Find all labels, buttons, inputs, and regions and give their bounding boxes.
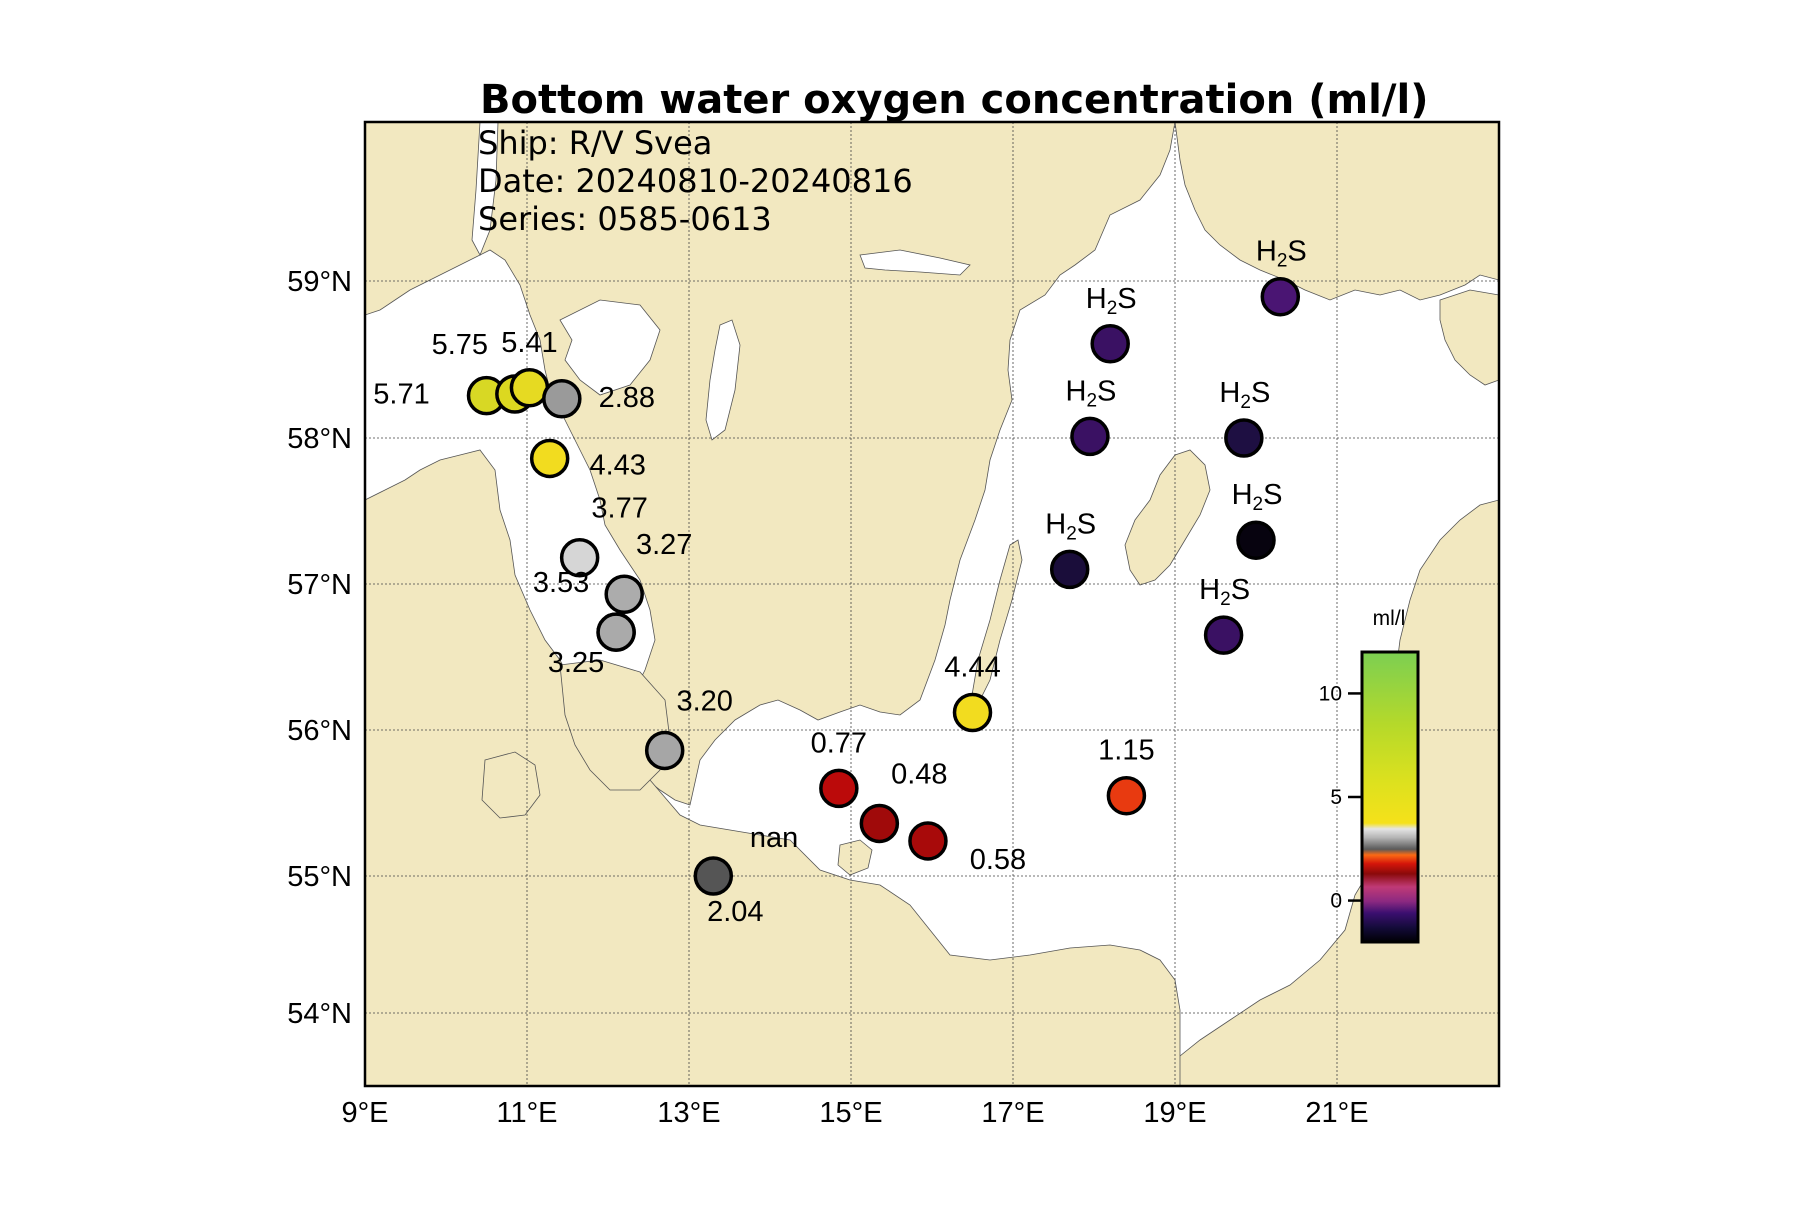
station-marker	[952, 692, 993, 733]
station-label: 4.44	[944, 651, 1000, 683]
y-tick-label: 55°N	[287, 861, 352, 893]
oslofjord	[471, 122, 499, 256]
station-label-h2s: H2S	[1199, 574, 1250, 610]
lake-vattern	[705, 319, 741, 441]
y-tick-label: 54°N	[287, 998, 352, 1030]
station-label: 0.58	[970, 844, 1026, 876]
lake-malaren	[859, 249, 971, 276]
station-label-h2s: H2S	[1232, 479, 1283, 515]
station-marker	[1070, 416, 1110, 457]
colorbar-tick-label: 0	[1330, 890, 1342, 913]
station-marker	[1090, 324, 1130, 364]
station-label: 3.53	[533, 567, 589, 599]
lake-vanern	[559, 299, 661, 396]
station-label-h2s: H2S	[1256, 236, 1307, 272]
station-label: 3.20	[676, 685, 732, 717]
station-marker	[604, 574, 644, 614]
station-label: 3.77	[591, 493, 647, 525]
station-label-h2s: H2S	[1066, 375, 1117, 411]
station-marker	[596, 612, 636, 652]
map-area	[363, 120, 1501, 1088]
station-marker	[644, 730, 685, 771]
station-marker	[908, 821, 948, 861]
land-bornholm	[837, 839, 873, 876]
station-marker	[819, 768, 859, 809]
land-oland	[971, 539, 1023, 701]
x-tick-label: 9°E	[341, 1097, 388, 1129]
station-marker	[1224, 418, 1264, 458]
colorbar-gradient	[1360, 650, 1420, 944]
chart-title: Bottom water oxygen concentration (ml/l)	[480, 77, 1428, 123]
station-label: 5.71	[373, 379, 429, 411]
station-marker	[1236, 520, 1276, 560]
info-date: Date: 20240810-20240816	[478, 162, 913, 200]
land-scandinavia	[365, 122, 1176, 806]
station-label-h2s: H2S	[1086, 283, 1137, 319]
land-funen	[481, 751, 541, 819]
station-label: 3.27	[636, 529, 692, 561]
station-label: 3.25	[548, 647, 604, 679]
x-tick-label: 11°E	[496, 1097, 557, 1129]
y-tick-labels: 54°N 55°N 56°N 57°N 58°N 59°N	[287, 266, 352, 1030]
station-marker	[1203, 615, 1244, 655]
x-tick-label: 17°E	[981, 1097, 1044, 1129]
colorbar-label: ml/l	[1373, 607, 1406, 630]
station-label-h2s: H2S	[1219, 377, 1270, 413]
station-marker	[542, 379, 582, 419]
land-gotland	[1124, 449, 1211, 586]
station-label: 0.77	[811, 727, 867, 759]
station-label: 1.15	[1098, 735, 1154, 767]
colorbar-tick-label: 5	[1330, 786, 1342, 809]
station-label: 2.04	[707, 896, 763, 928]
station-label: 5.75	[432, 329, 488, 361]
x-tick-label: 21°E	[1305, 1097, 1368, 1129]
y-tick-label: 56°N	[287, 715, 352, 747]
info-series: Series: 0585-0613	[478, 200, 772, 238]
y-tick-label: 58°N	[287, 423, 352, 455]
x-tick-labels: 9°E 11°E 13°E 15°E 17°E 19°E 21°E	[341, 1097, 1368, 1129]
station-label: 2.88	[599, 382, 655, 414]
land-south-coast	[365, 449, 1181, 1086]
station-marker	[529, 438, 570, 479]
y-tick-label: 57°N	[287, 569, 352, 601]
y-tick-label: 59°N	[287, 266, 352, 298]
land-zealand	[559, 659, 671, 791]
x-tick-label: 13°E	[657, 1097, 720, 1129]
info-ship: Ship: R/V Svea	[478, 124, 712, 162]
colorbar: ml/l 10 5 0	[1319, 607, 1420, 944]
graticule	[365, 122, 1499, 1086]
station-marker	[509, 368, 550, 408]
map-frame	[363, 120, 1501, 1088]
station-label: nan	[750, 822, 798, 854]
station-marker	[1049, 549, 1090, 590]
colorbar-ticks: 10 5 0	[1319, 682, 1362, 913]
x-tick-label: 15°E	[819, 1097, 882, 1129]
station-marker	[693, 856, 734, 896]
station-marker	[1260, 276, 1301, 317]
station-label: 4.43	[589, 449, 645, 481]
colorbar-tick-label: 10	[1319, 682, 1342, 705]
station-marker	[1106, 775, 1147, 816]
station-label: 5.41	[501, 327, 557, 359]
station-marker	[559, 537, 600, 578]
station-marker	[859, 803, 900, 844]
station-label: 0.48	[891, 758, 947, 790]
station-label-h2s: H2S	[1045, 508, 1096, 544]
land-saaremaa	[1439, 289, 1499, 386]
x-tick-label: 19°E	[1143, 1097, 1206, 1129]
station-markers: 5.715.75 5.41 2.88 4.43 3.77 3.27 3.53 3.25 3.20…	[373, 236, 1306, 928]
